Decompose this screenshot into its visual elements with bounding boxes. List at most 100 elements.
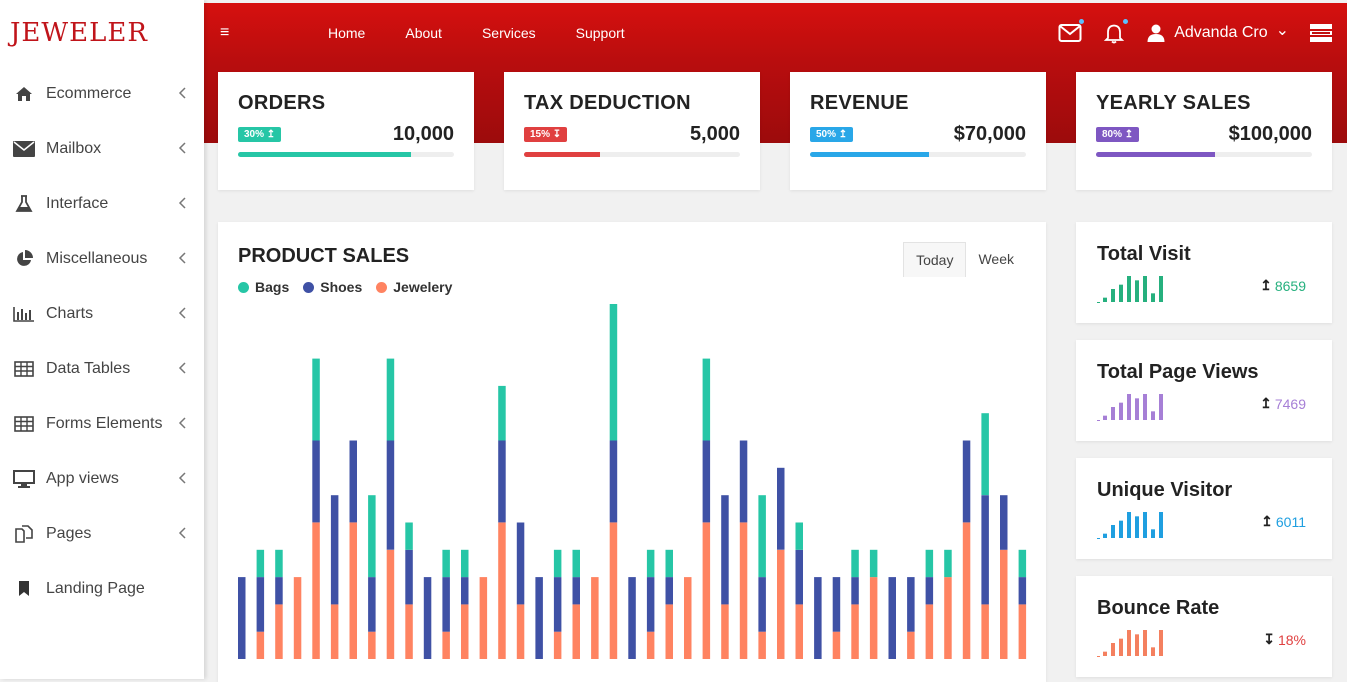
bar-jewelery-18[interactable] — [553, 631, 562, 659]
bar-bags-31[interactable] — [795, 522, 804, 550]
bar-shoes-5[interactable] — [312, 440, 320, 523]
bar-bags-23[interactable] — [646, 549, 655, 578]
nav-support[interactable]: Support — [575, 25, 625, 41]
tab-week[interactable]: Week — [978, 251, 1014, 267]
bar-bags-5[interactable] — [312, 358, 320, 441]
bar-jewelery-20[interactable] — [591, 577, 599, 659]
bar-shoes-27[interactable] — [721, 495, 729, 605]
bar-jewelery-31[interactable] — [795, 604, 804, 659]
bar-bags-35[interactable] — [869, 549, 878, 578]
bar-jewelery-43[interactable] — [1018, 604, 1027, 659]
bar-bags-8[interactable] — [368, 495, 376, 578]
bar-shoes-3[interactable] — [275, 577, 283, 605]
bar-jewelery-9[interactable] — [386, 549, 395, 659]
bar-shoes-12[interactable] — [442, 577, 450, 632]
sidebar-item-pages[interactable]: Pages — [0, 506, 204, 561]
bar-jewelery-38[interactable] — [925, 604, 934, 659]
bar-bags-18[interactable] — [553, 549, 562, 578]
bar-jewelery-30[interactable] — [777, 549, 785, 659]
bar-shoes-32[interactable] — [814, 577, 822, 659]
bar-bags-21[interactable] — [609, 304, 618, 441]
bar-shoes-41[interactable] — [981, 495, 989, 605]
bar-jewelery-42[interactable] — [1000, 549, 1008, 659]
bar-jewelery-12[interactable] — [442, 631, 450, 659]
bar-jewelery-28[interactable] — [739, 522, 748, 660]
bar-bags-26[interactable] — [702, 358, 711, 441]
bar-jewelery-13[interactable] — [461, 604, 469, 659]
sidebar-item-landing-page[interactable]: Landing Page — [0, 561, 204, 616]
legend-item-jewelery[interactable]: Jewelery — [376, 279, 452, 295]
bar-jewelery-26[interactable] — [702, 522, 711, 660]
bar-jewelery-2[interactable] — [256, 631, 265, 659]
bar-shoes-37[interactable] — [907, 577, 915, 632]
bar-bags-29[interactable] — [758, 495, 766, 578]
bar-bags-41[interactable] — [981, 413, 989, 496]
bar-bags-15[interactable] — [498, 385, 506, 441]
bar-shoes-22[interactable] — [628, 577, 636, 659]
bar-bags-24[interactable] — [665, 549, 674, 578]
bar-shoes-36[interactable] — [888, 577, 897, 659]
bar-shoes-13[interactable] — [461, 577, 469, 605]
brand-logo[interactable]: JEWELER — [10, 18, 148, 48]
bar-shoes-10[interactable] — [405, 549, 413, 605]
bar-bags-2[interactable] — [256, 549, 265, 578]
bar-jewelery-25[interactable] — [684, 577, 692, 659]
bar-jewelery-24[interactable] — [665, 604, 674, 659]
bar-shoes-15[interactable] — [498, 440, 506, 523]
sidebar-item-data-tables[interactable]: Data Tables — [0, 341, 204, 396]
sidebar-item-forms-elements[interactable]: Forms Elements — [0, 396, 204, 451]
bar-jewelery-8[interactable] — [368, 631, 376, 659]
bar-bags-10[interactable] — [405, 522, 413, 550]
nav-home[interactable]: Home — [328, 25, 366, 41]
bar-shoes-31[interactable] — [795, 549, 804, 605]
bell-icon[interactable] — [1102, 19, 1129, 45]
bar-shoes-30[interactable] — [777, 467, 785, 550]
bar-jewelery-37[interactable] — [907, 631, 915, 659]
bar-bags-38[interactable] — [925, 549, 934, 578]
bar-shoes-7[interactable] — [349, 440, 358, 523]
bar-jewelery-29[interactable] — [758, 631, 766, 659]
bar-bags-43[interactable] — [1018, 549, 1027, 578]
bar-shoes-6[interactable] — [330, 495, 339, 605]
bar-shoes-9[interactable] — [386, 440, 395, 550]
sidebar-item-app-views[interactable]: App views — [0, 451, 204, 506]
bar-shoes-23[interactable] — [646, 577, 655, 632]
hamburger-menu-icon[interactable]: ≡ — [220, 24, 230, 41]
bar-shoes-1[interactable] — [238, 577, 246, 659]
legend-item-bags[interactable]: Bags — [238, 279, 289, 295]
bar-shoes-43[interactable] — [1018, 577, 1027, 605]
bar-shoes-19[interactable] — [572, 577, 581, 605]
bar-bags-19[interactable] — [572, 549, 581, 578]
bar-shoes-21[interactable] — [609, 440, 618, 523]
bar-jewelery-14[interactable] — [479, 577, 488, 659]
legend-item-shoes[interactable]: Shoes — [303, 279, 362, 295]
bar-jewelery-6[interactable] — [330, 604, 339, 659]
bar-jewelery-40[interactable] — [962, 522, 971, 660]
bar-bags-9[interactable] — [386, 358, 395, 441]
bar-bags-34[interactable] — [851, 549, 859, 578]
bar-bags-12[interactable] — [442, 549, 450, 578]
bar-shoes-8[interactable] — [368, 577, 376, 632]
tab-today[interactable]: Today — [903, 242, 967, 277]
bar-shoes-24[interactable] — [665, 577, 674, 605]
sidebar-item-mailbox[interactable]: Mailbox — [0, 121, 204, 176]
sidebar-item-interface[interactable]: Interface — [0, 176, 204, 231]
bar-shoes-34[interactable] — [851, 577, 859, 605]
bar-shoes-28[interactable] — [739, 440, 748, 523]
bar-jewelery-7[interactable] — [349, 522, 358, 660]
sidebar-item-charts[interactable]: Charts — [0, 286, 204, 341]
bar-shoes-38[interactable] — [925, 577, 934, 605]
bar-shoes-29[interactable] — [758, 577, 766, 632]
bar-jewelery-27[interactable] — [721, 604, 729, 659]
nav-services[interactable]: Services — [481, 25, 536, 41]
bar-shoes-26[interactable] — [702, 440, 711, 523]
bar-shoes-42[interactable] — [1000, 495, 1008, 550]
user-menu[interactable]: Advanda Cro ⌄ — [1146, 22, 1289, 43]
bar-jewelery-4[interactable] — [293, 577, 302, 659]
bar-jewelery-19[interactable] — [572, 604, 581, 659]
bar-shoes-17[interactable] — [535, 577, 543, 659]
bar-bags-39[interactable] — [944, 549, 952, 578]
bar-jewelery-23[interactable] — [646, 631, 655, 659]
bar-bags-13[interactable] — [461, 549, 469, 578]
bar-jewelery-35[interactable] — [869, 577, 878, 659]
